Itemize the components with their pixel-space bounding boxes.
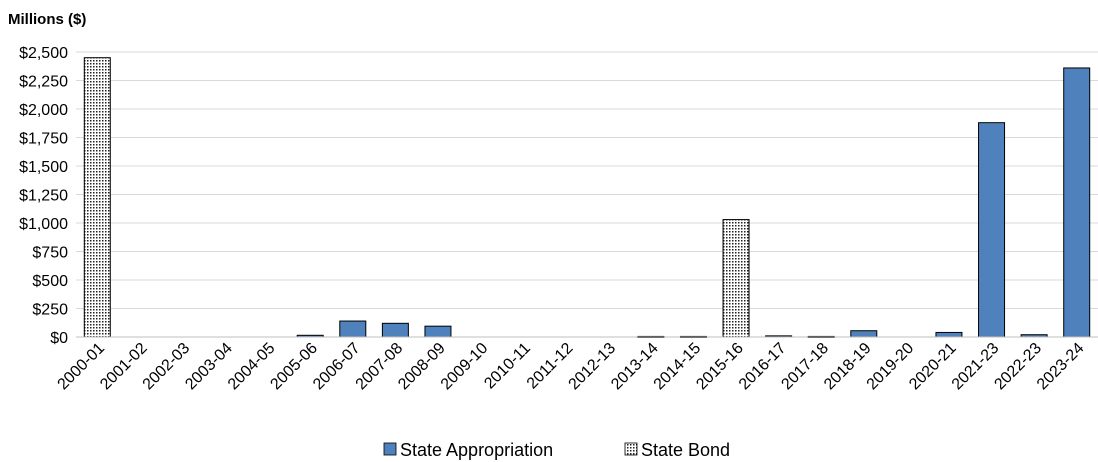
x-tick-label: 2023-24 xyxy=(1034,340,1088,394)
y-axis-title: Millions ($) xyxy=(8,11,86,28)
bars xyxy=(83,57,1091,338)
legend-swatch-state-bond xyxy=(624,442,638,456)
legend: State Appropriation State Bond xyxy=(383,440,730,460)
y-tick-label: $1,500 xyxy=(19,159,68,176)
bar-state-bond-2000-01 xyxy=(83,57,111,338)
bar-state-appropriation-2006-07 xyxy=(339,320,367,338)
x-axis-ticks: 2000-012001-022002-032003-042004-052005-… xyxy=(55,340,1088,394)
legend-swatch-state-appropriation xyxy=(383,442,397,456)
legend-label-state-bond: State Bond xyxy=(641,440,730,460)
legend-label-state-appropriation: State Appropriation xyxy=(400,440,553,460)
y-tick-label: $2,500 xyxy=(19,45,68,62)
bar-state-appropriation-2020-21 xyxy=(935,331,963,338)
y-tick-label: $1,750 xyxy=(19,131,68,148)
gridlines xyxy=(76,51,1098,309)
bar-state-appropriation-2018-19 xyxy=(850,330,878,338)
y-tick-label: $1,250 xyxy=(19,188,68,205)
y-tick-label: $500 xyxy=(32,273,68,290)
y-tick-label: $1,000 xyxy=(19,216,68,233)
bar-state-appropriation-2008-09 xyxy=(424,325,452,338)
y-tick-label: $750 xyxy=(32,245,68,262)
y-tick-label: $2,250 xyxy=(19,74,68,91)
y-tick-label: $2,000 xyxy=(19,102,68,119)
bar-state-bond-2015-16 xyxy=(722,219,750,338)
x-tick-label: 2010-11 xyxy=(481,340,534,393)
bar-state-appropriation-2007-08 xyxy=(381,322,409,338)
bar-state-appropriation-2021-23 xyxy=(978,122,1006,338)
y-axis-ticks: $0 $250 $500 $750 $1,000 $1,250 $1,500 $1,750 $2… xyxy=(19,45,68,347)
x-tick-label: 2009-10 xyxy=(438,340,492,394)
y-tick-label: $0 xyxy=(50,330,68,347)
bar-state-appropriation-2023-24 xyxy=(1063,67,1091,338)
y-tick-label: $250 xyxy=(32,302,68,319)
